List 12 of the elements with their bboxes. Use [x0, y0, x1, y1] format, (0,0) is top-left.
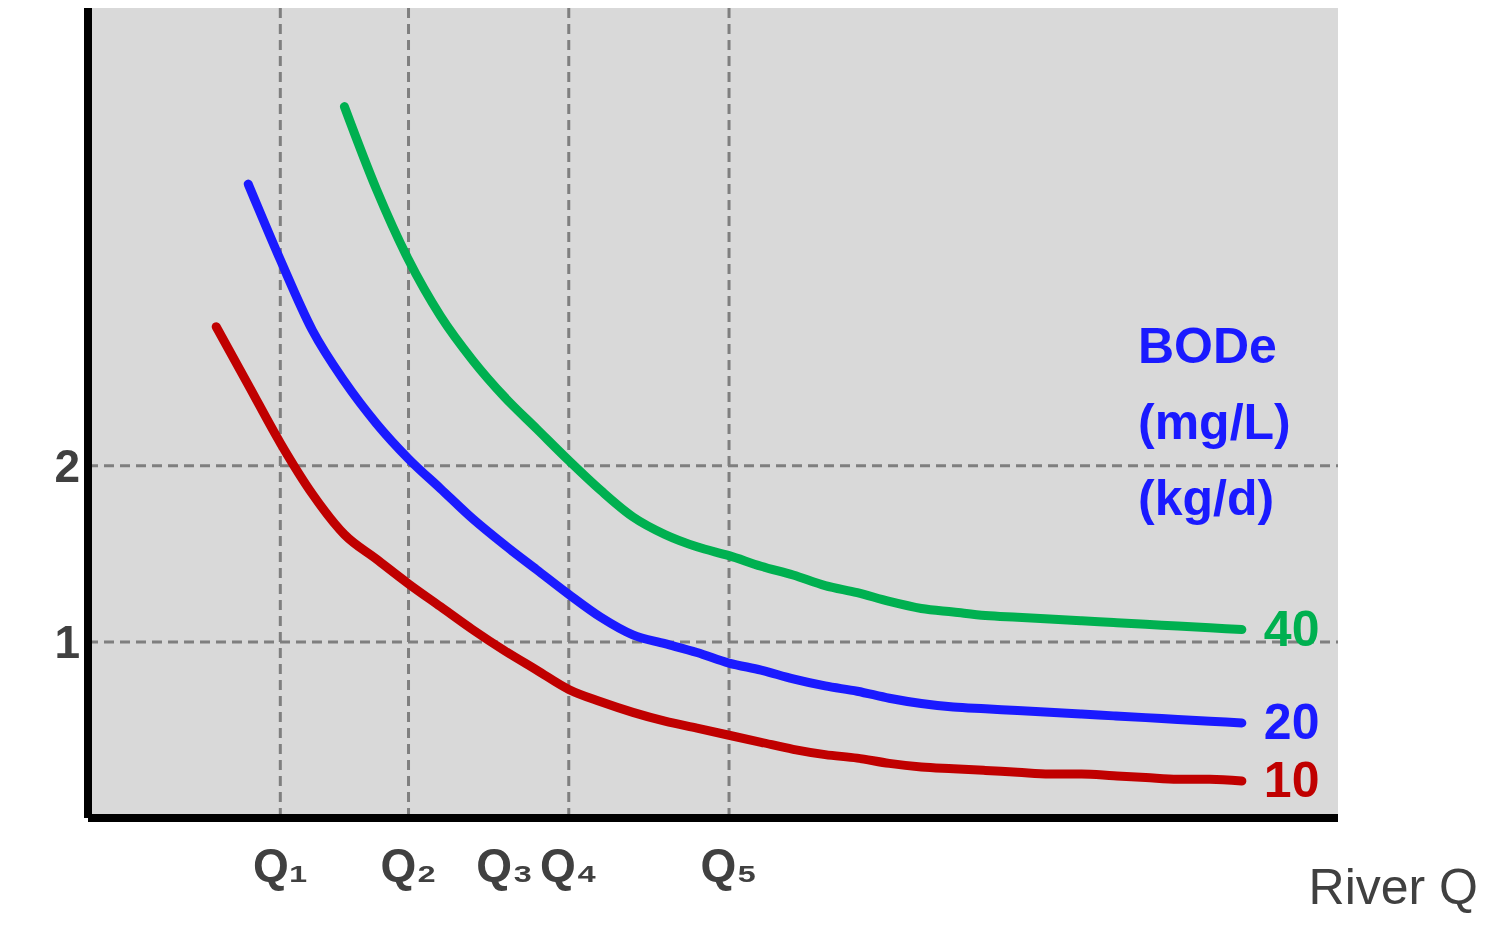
series-label: 20 [1263, 693, 1320, 750]
y-tick-label: 2 [54, 440, 80, 493]
x-tick-label: Q₂ [380, 838, 437, 891]
x-axis-title: River Q [1308, 858, 1478, 916]
x-tick-label: Q₅ [700, 838, 758, 891]
y-tick-label: 1 [54, 616, 80, 669]
legend-title: BODe (mg/L) (kg/d) [1138, 317, 1292, 528]
series-label: 10 [1263, 752, 1320, 809]
x-tick-label: Q₃ [476, 838, 534, 891]
x-tick-label: Q₁ [252, 838, 308, 891]
series-label: 40 [1263, 600, 1320, 657]
x-tick-label: Q₄ [539, 838, 598, 891]
